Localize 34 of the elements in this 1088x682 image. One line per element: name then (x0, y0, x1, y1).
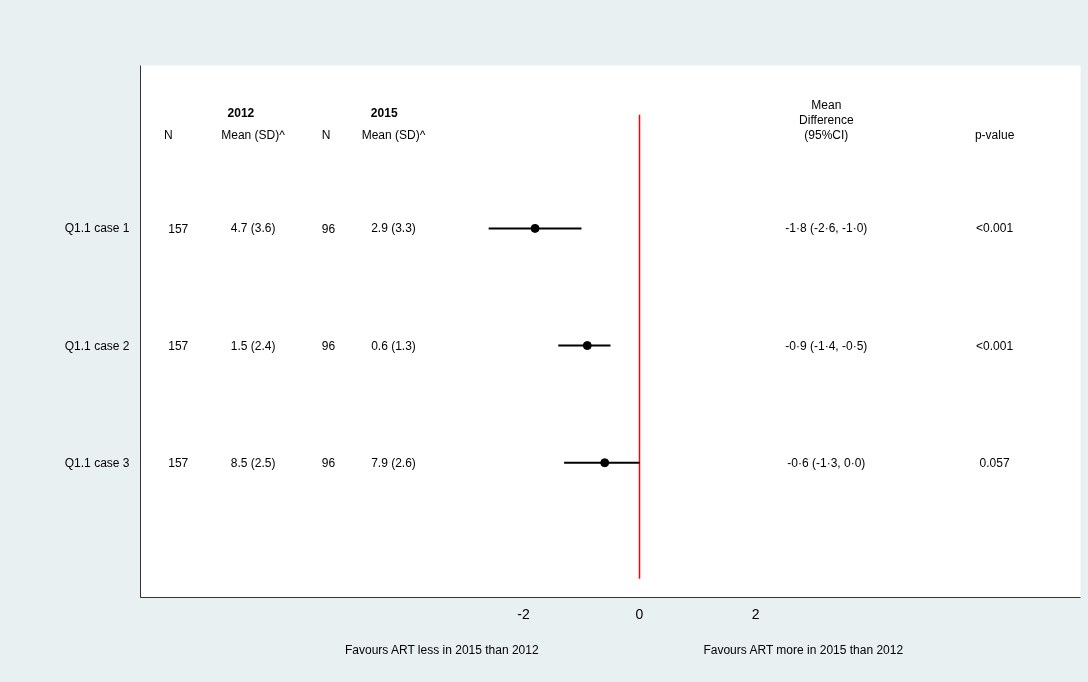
annotation: <0.001 (976, 221, 1014, 236)
annotation: 8.5 (2.5) (230, 455, 276, 470)
annotation: N (164, 127, 173, 142)
annotation: 2.9 (3.3) (371, 221, 416, 236)
annotation: -1·8 (-2·6, -1·0) (785, 221, 868, 236)
text: Favours ART more in 2015 than 2012 (703, 642, 904, 657)
annotation: 157 (168, 456, 189, 471)
annotation: 157 (168, 339, 189, 354)
annotation: Mean Difference (95%CI) (799, 98, 854, 142)
annotation: -0·9 (-1·4, -0·5) (785, 338, 868, 353)
annotation: Mean (SD)^ (361, 127, 426, 142)
y-tick-label: Q1.1 case 3 (64, 455, 130, 470)
text: Favours ART less in 2015 than 2012 (344, 642, 539, 657)
annotation: 96 (321, 456, 336, 471)
annotation: 0.057 (979, 456, 1010, 471)
annotation: Mean (SD)^ (221, 127, 286, 142)
x-tick-label: 2 (751, 605, 760, 622)
annotation: -0·6 (-1·3, 0·0) (787, 455, 866, 470)
x-tick-label: -2 (517, 605, 530, 622)
annotation: 96 (321, 339, 336, 354)
annotation: 0.6 (1.3) (371, 338, 416, 353)
annotation: 7.9 (2.6) (371, 455, 416, 470)
annotation: 1.5 (2.4) (230, 338, 276, 353)
annotation: N (321, 127, 331, 142)
annotation: p-value (974, 127, 1015, 142)
annotation: 96 (321, 221, 336, 236)
x-tick-label: 0 (635, 605, 644, 622)
annotation: 4.7 (3.6) (230, 221, 276, 236)
y-tick-label: Q1.1 case 1 (64, 221, 130, 236)
annotation: <0.001 (976, 338, 1014, 353)
annotation: 2012 (227, 105, 255, 120)
annotation: 157 (168, 221, 189, 236)
y-tick-label: Q1.1 case 2 (64, 338, 130, 353)
annotation: 2015 (370, 105, 398, 120)
